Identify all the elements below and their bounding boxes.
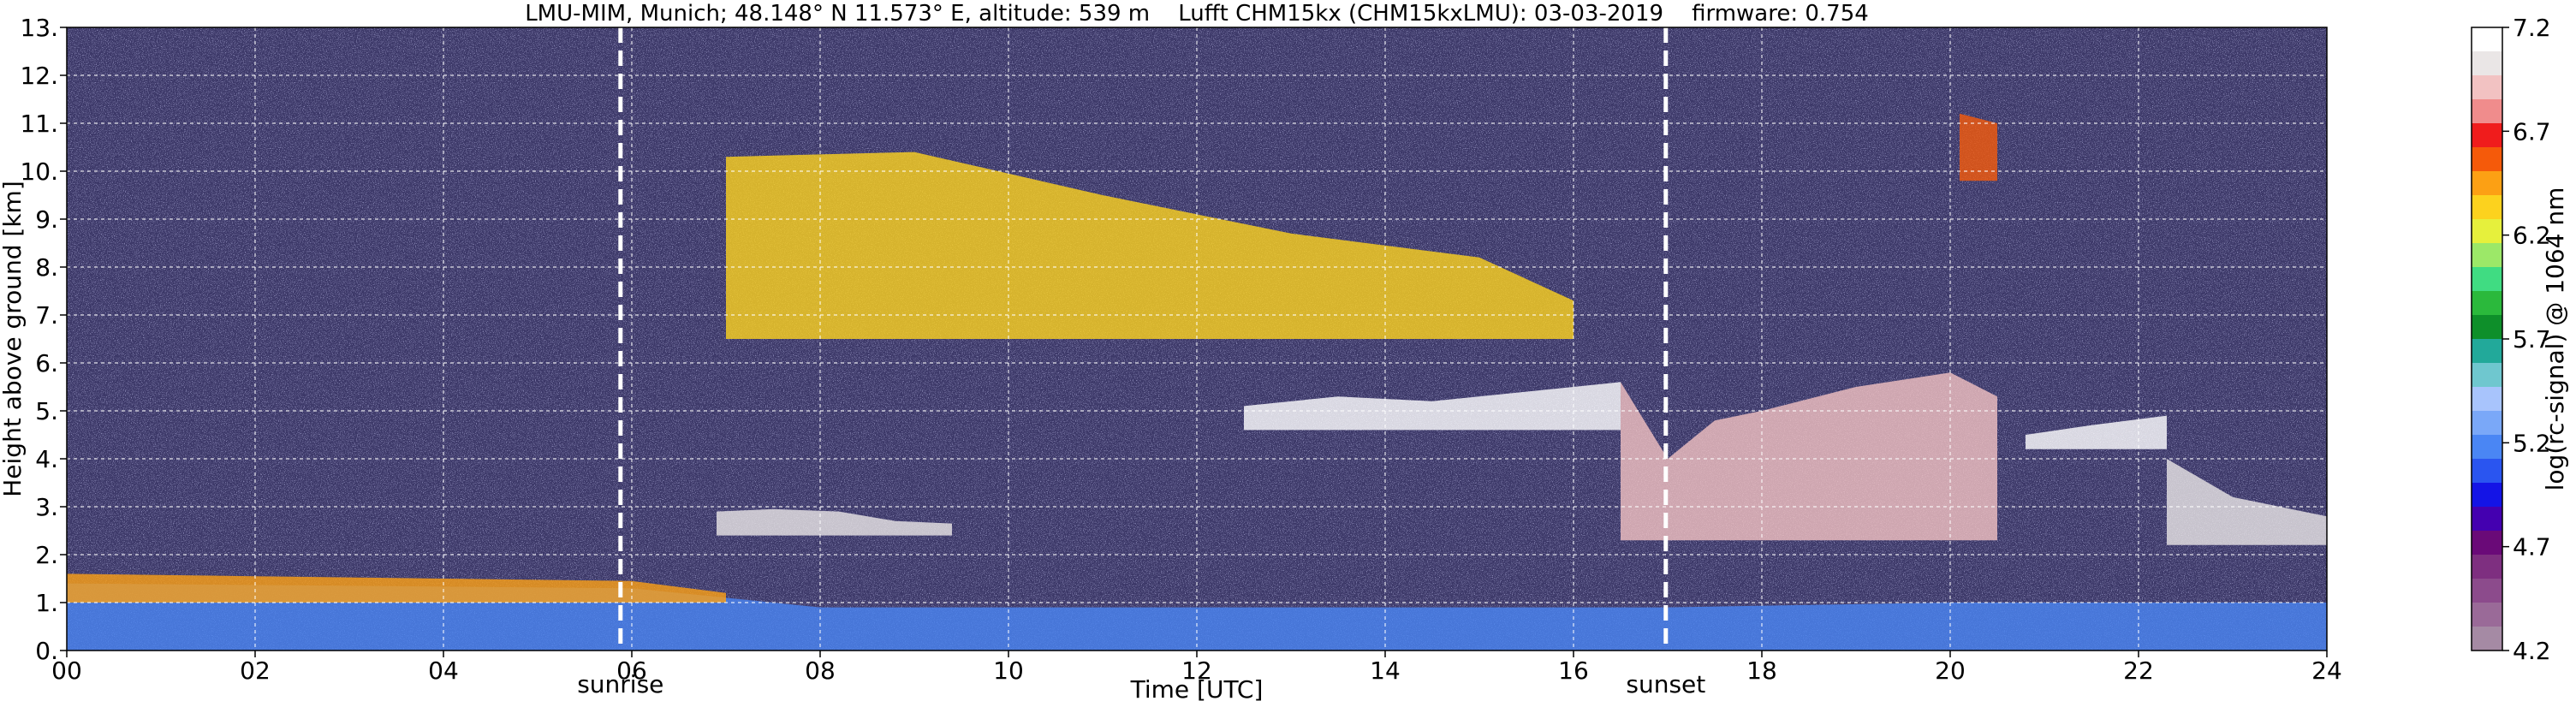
colorbar-label: log(rc-signal) @ 1064 nm <box>2541 187 2569 491</box>
colorbar-ticks: 4.2 4.7 5.2 5.7 6.2 6.7 7.2 <box>2502 14 2551 665</box>
x-tick-label: 06 <box>616 656 647 685</box>
event-label: sunset <box>1626 670 1705 698</box>
y-tick-label: 2. <box>35 541 58 569</box>
x-tick-label: 16 <box>1558 656 1589 685</box>
event-labels: sunrise sunset <box>577 670 1705 698</box>
y-tick-label: 6. <box>35 349 58 377</box>
y-tick-label: 10. <box>20 157 58 186</box>
signal-layer <box>1244 382 1621 431</box>
colorbar-tick-label: 6.7 <box>2513 117 2551 146</box>
colorbar-fill <box>2471 27 2503 651</box>
x-tick-label: 24 <box>2311 656 2342 685</box>
y-axis-ticks: 0. 1. 2. 3. 4. 5. 6. 7. 8. 9. 10. 11. 12. 13. <box>20 14 67 665</box>
y-tick-label: 1. <box>35 589 58 617</box>
signal-layer <box>1621 372 1997 541</box>
x-tick-label: 08 <box>805 656 836 685</box>
y-tick-label: 4. <box>35 445 58 473</box>
y-tick-label: 9. <box>35 205 58 234</box>
y-axis-label: Height above ground [km] <box>0 181 27 497</box>
signal-layer <box>1960 113 1997 181</box>
grid-lines <box>67 27 2327 651</box>
x-tick-label: 04 <box>428 656 459 685</box>
y-tick-label: 13. <box>20 14 58 42</box>
x-tick-label: 10 <box>993 656 1024 685</box>
colorbar-tick-label: 7.2 <box>2513 14 2551 42</box>
x-tick-label: 02 <box>240 656 271 685</box>
x-tick-label: 18 <box>1746 656 1777 685</box>
x-axis-ticks: 00 02 04 06 08 10 12 14 16 18 20 22 24 <box>51 651 2342 685</box>
x-tick-label: 22 <box>2123 656 2154 685</box>
signal-layer <box>726 152 1574 339</box>
y-tick-label: 7. <box>35 301 58 330</box>
signal-layer <box>2026 415 2167 449</box>
x-tick-label: 12 <box>1181 656 1212 685</box>
signal-layer <box>2167 459 2327 545</box>
event-lines <box>618 27 1669 651</box>
signal-layer <box>67 573 726 603</box>
x-tick-label: 00 <box>51 656 82 685</box>
x-axis-label: Time [UTC] <box>1130 675 1264 704</box>
colorbar: 4.2 4.7 5.2 5.7 6.2 6.7 7.2 log(rc-signal) @ 1… <box>2471 14 2569 665</box>
y-tick-label: 0. <box>35 637 58 665</box>
colorbar-tick-label: 4.2 <box>2513 637 2551 665</box>
y-tick-label: 12. <box>20 62 58 90</box>
y-tick-label: 8. <box>35 253 58 282</box>
colorbar-tick-label: 4.7 <box>2513 533 2551 561</box>
colorbar-tick-label: 5.7 <box>2513 325 2551 354</box>
colorbar-tick-label: 5.2 <box>2513 429 2551 457</box>
event-label: sunrise <box>577 670 663 698</box>
y-tick-label: 5. <box>35 397 58 425</box>
chart-title: LMU-MIM, Munich; 48.148° N 11.573° E, al… <box>525 1 1869 27</box>
signal-layer <box>717 508 952 536</box>
plot-area <box>67 27 2327 651</box>
x-tick-label: 20 <box>1935 656 1966 685</box>
x-tick-label: 14 <box>1370 656 1401 685</box>
y-tick-label: 11. <box>20 110 58 138</box>
colorbar-tick-label: 6.2 <box>2513 222 2551 250</box>
y-tick-label: 3. <box>35 493 58 521</box>
